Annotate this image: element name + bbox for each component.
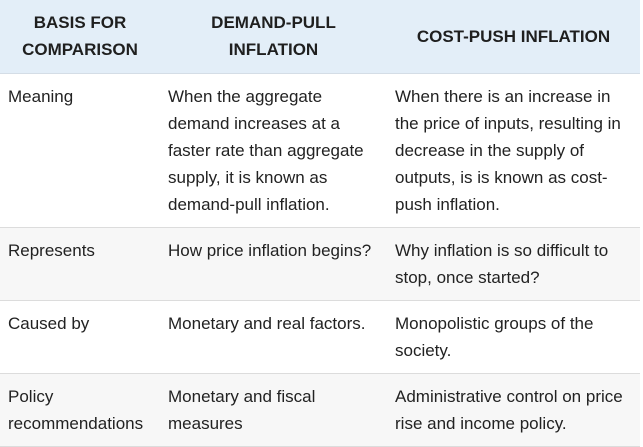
cell-demand-pull: Monetary and real factors.	[160, 300, 387, 374]
table-row: Meaning When the aggregate demand increa…	[0, 73, 640, 228]
cell-cost-push: Monopolistic groups of the society.	[387, 300, 640, 374]
table-row: Caused by Monetary and real factors. Mon…	[0, 300, 640, 374]
cell-cost-push: Administrative control on price rise and…	[387, 373, 640, 447]
cell-demand-pull: When the aggregate demand increases at a…	[160, 73, 387, 228]
header-row: BASIS FOR COMPARISON DEMAND-PULL INFLATI…	[0, 0, 640, 74]
table-body: Meaning When the aggregate demand increa…	[0, 73, 640, 447]
cell-demand-pull: How price inflation begins?	[160, 227, 387, 301]
cell-cost-push: Why inflation is so difficult to stop, o…	[387, 227, 640, 301]
header-cost-push: COST-PUSH INFLATION	[387, 0, 640, 74]
table-header: BASIS FOR COMPARISON DEMAND-PULL INFLATI…	[0, 0, 640, 74]
cell-basis: Policy recommendations	[0, 373, 160, 447]
cell-demand-pull: Monetary and fiscal measures	[160, 373, 387, 447]
table-row: Policy recommendations Monetary and fisc…	[0, 373, 640, 447]
table-row: Represents How price inflation begins? W…	[0, 227, 640, 301]
header-demand-pull: DEMAND-PULL INFLATION	[160, 0, 387, 74]
header-basis: BASIS FOR COMPARISON	[0, 0, 160, 74]
cell-basis: Represents	[0, 227, 160, 301]
cell-basis: Meaning	[0, 73, 160, 228]
cell-cost-push: When there is an increase in the price o…	[387, 73, 640, 228]
cell-basis: Caused by	[0, 300, 160, 374]
